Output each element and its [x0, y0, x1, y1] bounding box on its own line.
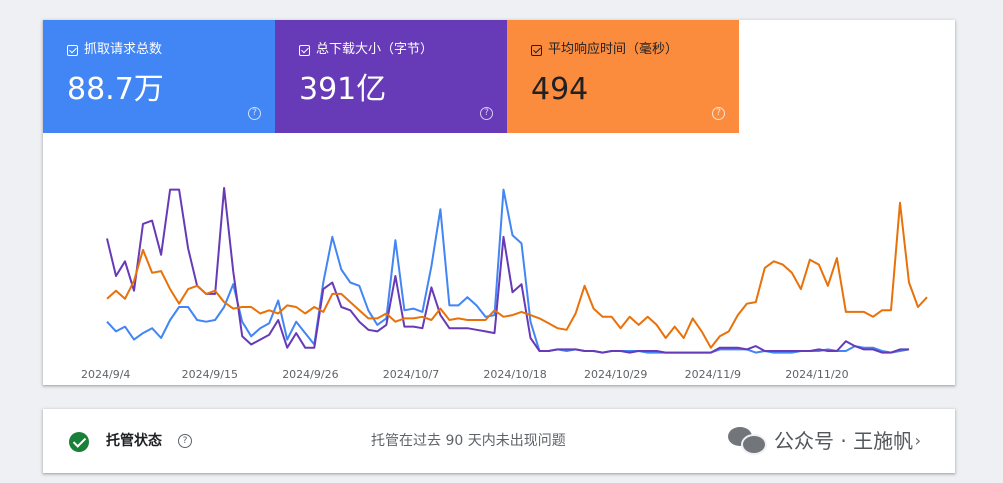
- metric-value: 494: [531, 72, 589, 107]
- crawl-line-chart: 2024/9/4 2024/9/15 2024/9/26 2024/10/7 2024/…: [81, 187, 928, 381]
- metric-tile-download-size[interactable]: 总下载大小（字节） 391亿 ?: [275, 20, 507, 133]
- help-icon[interactable]: ?: [712, 107, 725, 120]
- x-tick-label: 2024/11/9: [685, 368, 741, 381]
- hosting-status-title: 托管状态: [106, 433, 162, 449]
- checkbox-icon[interactable]: [299, 44, 310, 56]
- metric-label: 抓取请求总数: [84, 42, 163, 57]
- series-line-0: [106, 188, 910, 354]
- x-tick-label: 2024/10/29: [584, 368, 647, 381]
- checkbox-icon[interactable]: [67, 44, 78, 56]
- watermark-text: 公众号 · 王施帆: [774, 428, 914, 453]
- metric-label: 总下载大小（字节）: [316, 42, 434, 57]
- metric-tile-response-time[interactable]: 平均响应时间（毫秒） 494 ?: [507, 20, 739, 133]
- help-icon[interactable]: ?: [178, 434, 192, 448]
- metric-value: 391亿: [299, 72, 387, 107]
- check-circle-icon: [69, 432, 89, 452]
- x-tick-label: 2024/10/7: [383, 368, 439, 381]
- series-line-2: [106, 201, 928, 349]
- series-line-1: [106, 187, 909, 354]
- hosting-status-row[interactable]: 托管状态 ? 托管在过去 90 天内未出现问题 ›: [43, 409, 955, 473]
- help-icon[interactable]: ?: [480, 107, 493, 120]
- watermark: 公众号 · 王施帆: [728, 424, 914, 455]
- wechat-icon: [728, 424, 767, 455]
- x-tick-label: 2024/9/26: [282, 368, 338, 381]
- hosting-status-message: 托管在过去 90 天内未出现问题: [371, 433, 566, 449]
- metric-label: 平均响应时间（毫秒）: [548, 42, 679, 57]
- x-tick-label: 2024/11/20: [785, 368, 848, 381]
- x-tick-label: 2024/9/15: [182, 368, 238, 381]
- x-tick-label: 2024/10/18: [483, 368, 546, 381]
- crawl-stats-card: 抓取请求总数 88.7万 ? 总下载大小（字节） 391亿 ? 平均响应时间（毫…: [43, 20, 955, 385]
- chevron-right-icon[interactable]: ›: [914, 431, 921, 450]
- x-tick-label: 2024/9/4: [81, 368, 130, 381]
- metric-value: 88.7万: [67, 72, 164, 107]
- checkbox-icon[interactable]: [531, 44, 542, 56]
- help-icon[interactable]: ?: [248, 107, 261, 120]
- metric-tile-total-requests[interactable]: 抓取请求总数 88.7万 ?: [43, 20, 275, 133]
